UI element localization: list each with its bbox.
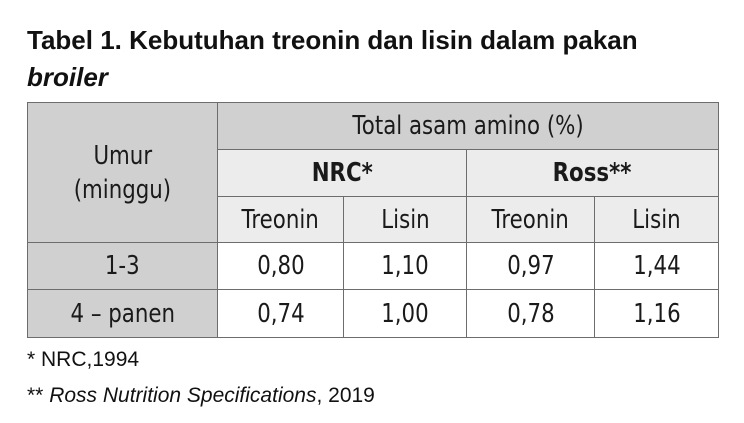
table-notes: * NRC,1994 ** Ross Nutrition Specificati… xyxy=(27,342,375,414)
col-label: Lisin xyxy=(380,204,430,235)
cell-nrc-treonin: 0,80 xyxy=(217,242,344,290)
cell-nrc-lisin: 1,10 xyxy=(343,242,467,290)
note-nrc: * NRC,1994 xyxy=(27,348,140,371)
cell-text: 0,74 xyxy=(256,298,305,329)
cell-text: 1,10 xyxy=(381,251,429,281)
header-age: Umur (minggu) xyxy=(27,102,218,243)
cell-text: 1,44 xyxy=(632,251,681,281)
cell-ross-lisin: 1,44 xyxy=(594,242,719,290)
table-caption: Tabel 1. Kebutuhan treonin dan lisin dal… xyxy=(27,22,737,96)
cell-text: 0,78 xyxy=(506,298,555,329)
col-ross-treonin: Treonin xyxy=(466,196,595,243)
col-label: Lisin xyxy=(632,204,681,235)
cell-text: 4 – panen xyxy=(70,298,175,329)
group-nrc-label: NRC* xyxy=(311,158,373,188)
requirements-table: Umur (minggu) Total asam amino (%) NRC* … xyxy=(27,102,719,338)
cell-text: 1,16 xyxy=(632,298,681,329)
header-total-amino: Total asam amino (%) xyxy=(217,102,719,150)
note-ross-year: , 2019 xyxy=(316,384,375,407)
table-row: 1-3 0,80 1,10 0,97 1,44 xyxy=(27,242,719,290)
col-nrc-lisin: Lisin xyxy=(343,196,467,243)
group-ross: Ross** xyxy=(466,149,719,197)
table-row: 4 – panen 0,74 1,00 0,78 1,16 xyxy=(27,289,719,338)
cell-text: 0,80 xyxy=(256,251,305,281)
cell-nrc-treonin: 0,74 xyxy=(217,289,344,338)
header-total-label: Total asam amino (%) xyxy=(352,111,584,141)
note-ross: ** Ross Nutrition Specifications, 2019 xyxy=(27,378,375,414)
row-age: 1-3 xyxy=(27,242,218,290)
note-ross-source: Ross Nutrition Specifications xyxy=(49,384,317,407)
col-label: Treonin xyxy=(241,204,320,235)
row-age: 4 – panen xyxy=(27,289,218,338)
group-ross-label: Ross** xyxy=(553,158,632,188)
caption-title-italic: broiler xyxy=(27,62,108,92)
col-nrc-treonin: Treonin xyxy=(217,196,344,243)
col-label: Treonin xyxy=(491,204,570,235)
cell-nrc-lisin: 1,00 xyxy=(343,289,467,338)
col-ross-lisin: Lisin xyxy=(594,196,719,243)
cell-ross-treonin: 0,97 xyxy=(466,242,595,290)
caption-title: Tabel 1. Kebutuhan treonin dan lisin dal… xyxy=(27,25,638,55)
cell-ross-lisin: 1,16 xyxy=(594,289,719,338)
group-nrc: NRC* xyxy=(217,149,467,197)
cell-text: 0,97 xyxy=(506,251,555,281)
cell-text: 1-3 xyxy=(105,251,140,281)
cell-text: 1,00 xyxy=(381,298,429,329)
note-ross-prefix: ** xyxy=(27,384,50,407)
cell-ross-treonin: 0,78 xyxy=(466,289,595,338)
header-age-line1: Umur xyxy=(93,140,152,171)
header-age-line2: (minggu) xyxy=(73,174,172,205)
